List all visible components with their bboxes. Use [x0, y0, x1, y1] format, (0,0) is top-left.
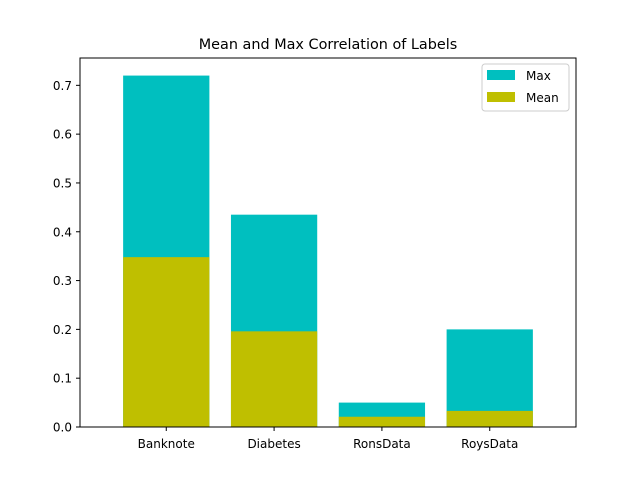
legend: Max Mean [481, 63, 570, 112]
bar-max-roysdata [446, 329, 533, 427]
y-tick-label: 0.1 [53, 372, 72, 386]
y-tick-label: 0.6 [53, 128, 72, 142]
x-tick-label: RoysData [461, 437, 518, 451]
legend-label-max: Max [526, 69, 551, 83]
bars-layer [123, 75, 533, 428]
legend-label-mean: Mean [526, 91, 559, 105]
bar-mean-banknote [123, 257, 210, 427]
x-tick-label: RonsData [353, 437, 411, 451]
bar-mean-diabetes [230, 331, 318, 427]
y-tick-label: 0.0 [53, 421, 72, 435]
chart-title: Mean and Max Correlation of Labels [199, 37, 457, 53]
y-tick-label: 0.7 [53, 79, 72, 93]
x-tick-label: Diabetes [247, 437, 300, 451]
legend-swatch-max [487, 70, 515, 80]
y-tick-label: 0.5 [53, 176, 72, 190]
y-tick-label: 0.3 [53, 274, 72, 288]
bar-mean-ronsdata [338, 416, 426, 427]
bar-mean-roysdata [446, 410, 533, 427]
plot-frame [79, 57, 577, 428]
y-axis: 0.0 0.1 0.2 0.3 0.4 0.5 0.6 0.7 [53, 79, 80, 435]
y-tick-label: 0.4 [53, 225, 72, 239]
x-tick-label: Banknote [138, 437, 195, 451]
y-tick-label: 0.2 [53, 323, 72, 337]
x-axis: Banknote Diabetes RonsData RoysData [138, 427, 518, 451]
legend-swatch-mean [487, 92, 515, 102]
